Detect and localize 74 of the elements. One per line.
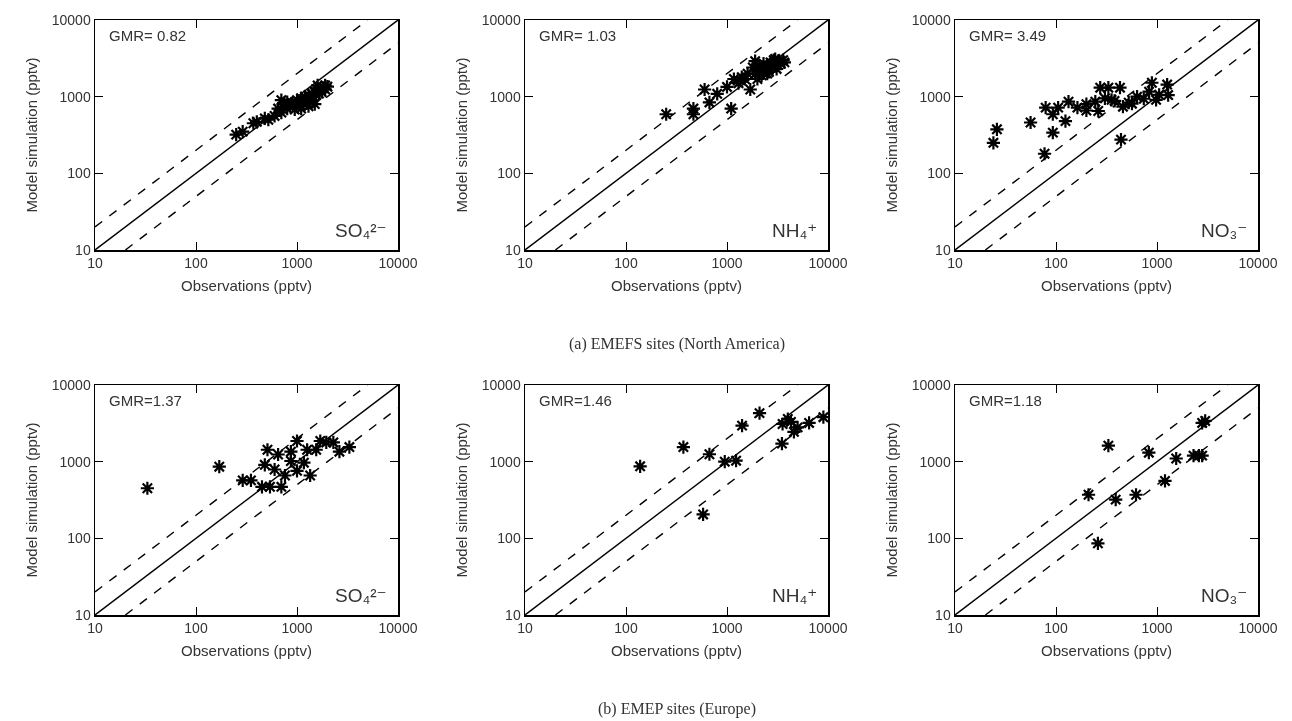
- y-tick-label: 10000: [481, 11, 521, 28]
- annotation: NO₃⁻: [1201, 220, 1248, 241]
- y-tick-label: 10000: [481, 376, 521, 393]
- x-tick-label: 10000: [1238, 255, 1278, 272]
- annotation: GMR=1.37: [109, 392, 182, 409]
- x-tick-label: 10: [87, 255, 103, 272]
- x-tick-label: 100: [614, 620, 638, 637]
- x-tick-label: 100: [1044, 620, 1068, 637]
- annotation: GMR=1.18: [969, 392, 1042, 409]
- x-tick-label: 1000: [281, 255, 313, 272]
- x-tick-label: 10000: [378, 255, 418, 272]
- x-tick-label: 10: [517, 620, 533, 637]
- x-tick-label: 10000: [808, 255, 848, 272]
- y-tick-label: 10: [935, 606, 951, 623]
- y-tick-label: 10000: [51, 376, 91, 393]
- annotation: GMR= 0.82: [109, 27, 187, 44]
- x-tick-label: 10000: [378, 620, 418, 637]
- x-tick-label: 10000: [1238, 620, 1278, 637]
- x-tick-label: 1000: [281, 620, 313, 637]
- y-tick-label: 100: [497, 165, 521, 182]
- annotation: GMR= 1.03: [539, 27, 617, 44]
- x-tick-label: 10: [947, 255, 963, 272]
- x-tick-label: 1000: [711, 255, 743, 272]
- y-axis-title: Model simulation (pptv): [23, 422, 41, 578]
- x-axis-title: Observations (pptv): [611, 277, 742, 295]
- x-tick-label: 100: [614, 255, 638, 272]
- x-tick-label: 100: [184, 255, 208, 272]
- x-axis-title: Observations (pptv): [181, 642, 312, 660]
- y-tick-label: 1000: [59, 88, 91, 105]
- annotation: NH₄⁺: [772, 220, 818, 241]
- y-tick-label: 100: [927, 530, 951, 547]
- y-tick-label: 10: [75, 606, 91, 623]
- y-axis-title: Model simulation (pptv): [23, 57, 41, 213]
- x-tick-label: 10: [517, 255, 533, 272]
- y-tick-label: 10: [505, 241, 521, 258]
- y-tick-label: 100: [497, 530, 521, 547]
- y-tick-label: 100: [67, 165, 91, 182]
- y-tick-label: 1000: [59, 453, 91, 470]
- annotation: SO₄²⁻: [335, 220, 387, 241]
- annotation: GMR=1.46: [539, 392, 612, 409]
- y-tick-label: 1000: [919, 453, 951, 470]
- y-tick-label: 1000: [919, 88, 951, 105]
- annotation: NH₄⁺: [772, 585, 818, 606]
- y-axis-title: Model simulation (pptv): [883, 422, 901, 578]
- text: (b) EMEP sites (Europe): [598, 700, 757, 718]
- y-tick-label: 100: [927, 165, 951, 182]
- x-tick-label: 100: [1044, 255, 1068, 272]
- x-axis-title: Observations (pptv): [1041, 642, 1172, 660]
- x-axis-title: Observations (pptv): [611, 642, 742, 660]
- annotation: GMR= 3.49: [969, 27, 1047, 44]
- y-tick-label: 1000: [489, 88, 521, 105]
- y-tick-label: 10: [935, 241, 951, 258]
- x-tick-label: 1000: [711, 620, 743, 637]
- x-tick-label: 10000: [808, 620, 848, 637]
- x-tick-label: 10: [947, 620, 963, 637]
- y-axis-title: Model simulation (pptv): [453, 422, 471, 578]
- y-tick-label: 1000: [489, 453, 521, 470]
- x-axis-title: Observations (pptv): [1041, 277, 1172, 295]
- y-axis-title: Model simulation (pptv): [883, 57, 901, 213]
- y-tick-label: 10: [505, 606, 521, 623]
- y-axis-title: Model simulation (pptv): [453, 57, 471, 213]
- y-tick-label: 10000: [911, 376, 951, 393]
- y-tick-label: 10: [75, 241, 91, 258]
- x-tick-label: 100: [184, 620, 208, 637]
- x-axis-title: Observations (pptv): [181, 277, 312, 295]
- x-tick-label: 10: [87, 620, 103, 637]
- x-tick-label: 1000: [1141, 620, 1173, 637]
- text: (a) EMEFS sites (North America): [569, 335, 785, 353]
- y-tick-label: 10000: [51, 11, 91, 28]
- y-tick-label: 100: [67, 530, 91, 547]
- annotation: NO₃⁻: [1201, 585, 1248, 606]
- x-tick-label: 1000: [1141, 255, 1173, 272]
- annotation: SO₄²⁻: [335, 585, 387, 606]
- y-tick-label: 10000: [911, 11, 951, 28]
